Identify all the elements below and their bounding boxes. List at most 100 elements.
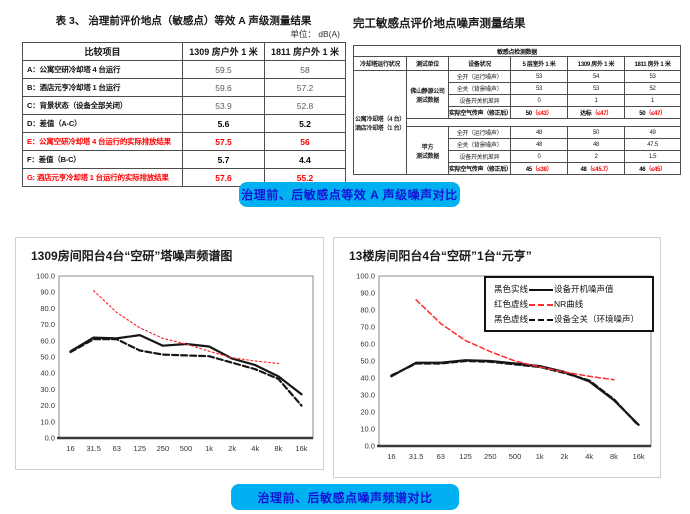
device-status-label: 全关（背景噪声）	[448, 138, 511, 151]
legend-label-post: 设备开机噪声值	[554, 284, 614, 294]
value-cell: 59.6	[182, 78, 265, 97]
pre-treatment-table-title: 表 3、 治理前评价地点（敏感点）等效 A 声级测量结果	[55, 15, 312, 27]
row-label: C：背景状态（设备全部关闭）	[22, 96, 183, 115]
device-status-label: 全开（运行噪声）	[448, 126, 511, 139]
limit-value: （≤45）	[645, 167, 666, 173]
value-cell: 50（≤47）	[623, 106, 682, 119]
value-cell: 52.8	[264, 96, 346, 115]
y-tick-label: 90.0	[40, 288, 55, 297]
value-cell: 54	[567, 70, 625, 83]
device-status-label: 设备开关机差异	[448, 94, 511, 107]
unit-name-line: 佛山静源公司	[410, 88, 445, 95]
value-cell: 58	[264, 60, 346, 79]
table-row: 全关（背景噪声） 48 48 47.5	[354, 138, 682, 151]
value-cell: 1	[623, 94, 682, 107]
value-cell: 53	[510, 70, 568, 83]
series-line	[69, 338, 303, 407]
value-number: 45	[525, 167, 532, 173]
legend-line-sample-black-solid	[529, 288, 554, 291]
chart-1309-spectrum: 1309房间阳台4台“空研”塔噪声频谱图 0.0 10.0 20.0 30.0 40.0…	[15, 237, 324, 470]
series-line	[390, 359, 640, 427]
y-axis-ticks: 0.0 10.0 20.0 30.0 40.0 50.0 60.0 70.0 80.0 90.0 1…	[356, 272, 375, 451]
y-tick-label: 70.0	[360, 323, 375, 332]
row-label: F：差值（B-C）	[22, 150, 183, 169]
value-cell: 47.5	[623, 138, 682, 151]
value-cell: 1	[567, 94, 625, 107]
column-header: 设备状况	[448, 56, 511, 71]
group-header-row: 敏感点检测数据	[352, 45, 682, 57]
x-tick-label: 500	[180, 444, 193, 453]
y-tick-label: 60.0	[40, 336, 55, 345]
device-status-label: 设备开关机差异	[448, 150, 511, 163]
table-row: 甲方 测试数据 全开（运行噪声） 48 50 49	[354, 126, 682, 175]
legend-label-pre: 黑色实线	[494, 284, 529, 294]
y-tick-label: 30.0	[360, 391, 375, 400]
y-tick-label: 10.0	[40, 417, 55, 426]
row-label: G: 酒店元亨冷却塔 1 台运行的实际排放结果	[22, 168, 183, 187]
value-cell: 48	[510, 138, 568, 151]
x-tick-label: 125	[134, 444, 147, 453]
y-tick-label: 30.0	[40, 385, 55, 394]
x-tick-label: 2k	[228, 444, 236, 453]
x-tick-label: 1k	[536, 452, 544, 461]
series-black-solid	[390, 359, 640, 426]
column-header: 1309 房外 1 米	[567, 56, 625, 71]
x-tick-label: 8k	[274, 444, 282, 453]
series-red-dotted	[92, 290, 279, 365]
legend-entry: 红色虚线 NR曲线	[494, 297, 646, 312]
table-row: B：酒店元亨冷却塔 1 台运行 59.6 57.2	[22, 78, 346, 97]
series-line	[92, 290, 279, 365]
y-tick-label: 80.0	[40, 304, 55, 313]
device-status-label: 全关（背景噪声）	[448, 82, 511, 95]
table-header-row: 比较项目 1309 房户外 1 米 1811 房户外 1 米	[22, 42, 346, 61]
legend-line-sample-black-dashed	[529, 318, 554, 321]
row-label: E：公寓空研冷却塔 4 台运行的实际排放结果	[22, 132, 183, 151]
x-axis-ticks: 16 31.5 63 125 250 500 1k 2k 4k 8k 16k	[66, 444, 307, 453]
y-tick-label: 40.0	[360, 374, 375, 383]
value-cell: 53.9	[182, 96, 265, 115]
x-tick-label: 4k	[251, 444, 259, 453]
legend-entry: 黑色实线 设备开机噪声值	[494, 282, 646, 297]
series-line	[390, 359, 640, 426]
equivalent-noise-compare-banner: 治理前、后敏感点等效 A 声级噪声对比	[239, 182, 460, 207]
table-row: F：差值（B-C） 5.7 4.4	[22, 150, 346, 169]
spectrum-chart-svg-left: 0.0 10.0 20.0 30.0 40.0 50.0 60.0 70.0 80.0 90.0 1…	[36, 272, 314, 453]
series-line	[415, 299, 615, 381]
value-number: 达标	[580, 111, 592, 117]
value-cell: 0	[510, 150, 568, 163]
column-header: 冷却塔运行状况	[353, 56, 407, 71]
table-row: A：公寓空研冷却塔 4 台运行 59.5 58	[22, 60, 346, 79]
limit-value: （≤43）	[531, 111, 553, 117]
value-cell: 57.2	[264, 78, 346, 97]
value-cell: 52	[623, 82, 682, 95]
table-row: D：差值（A-C） 5.6 5.2	[22, 114, 346, 133]
x-tick-label: 63	[113, 444, 121, 453]
group-label-line: 酒店冷却塔（1 台）	[354, 125, 405, 132]
x-tick-label: 4k	[585, 452, 593, 461]
completion-noise-table: 敏感点检测数据 冷却塔运行状况 测试单位 设备状况 5 层室外 1 米 1309 房外 1…	[352, 45, 682, 175]
column-header: 1309 房户外 1 米	[182, 42, 265, 61]
value-cell: 46（≤45）	[623, 162, 682, 175]
value-number: 50	[639, 111, 646, 117]
value-cell: 49	[623, 126, 682, 139]
device-status-label: 全开（运行噪声）	[448, 70, 511, 83]
y-tick-label: 10.0	[360, 425, 375, 434]
legend-label-pre: 黑色虚线	[494, 314, 529, 324]
group-label-line: 公寓冷却塔（4 台）	[354, 116, 405, 123]
value-cell: 45（≤38）	[510, 162, 568, 175]
x-tick-label: 250	[484, 452, 497, 461]
y-tick-label: 80.0	[360, 306, 375, 315]
value-number: 48	[580, 167, 587, 173]
table-row: E：公寓空研冷却塔 4 台运行的实际排放结果 57.5 56	[22, 132, 346, 151]
chart-legend: 黑色实线 设备开机噪声值 红色虚线 NR曲线 黑色虚线 设备全关（环境噪声）	[484, 276, 654, 332]
y-tick-label: 70.0	[40, 320, 55, 329]
y-tick-label: 40.0	[40, 369, 55, 378]
unit-name-line: 甲方	[421, 144, 434, 151]
unit-label: 单位： dB(A)	[290, 29, 340, 39]
x-tick-label: 31.5	[86, 444, 101, 453]
series-black-solid	[69, 333, 303, 396]
value-cell: 53	[623, 70, 682, 83]
column-header: 测试单位	[406, 56, 449, 71]
value-cell: 2	[567, 150, 625, 163]
pre-treatment-results-table: 比较项目 1309 房户外 1 米 1811 房户外 1 米 A：公寓空研冷却塔 4 …	[22, 42, 346, 187]
